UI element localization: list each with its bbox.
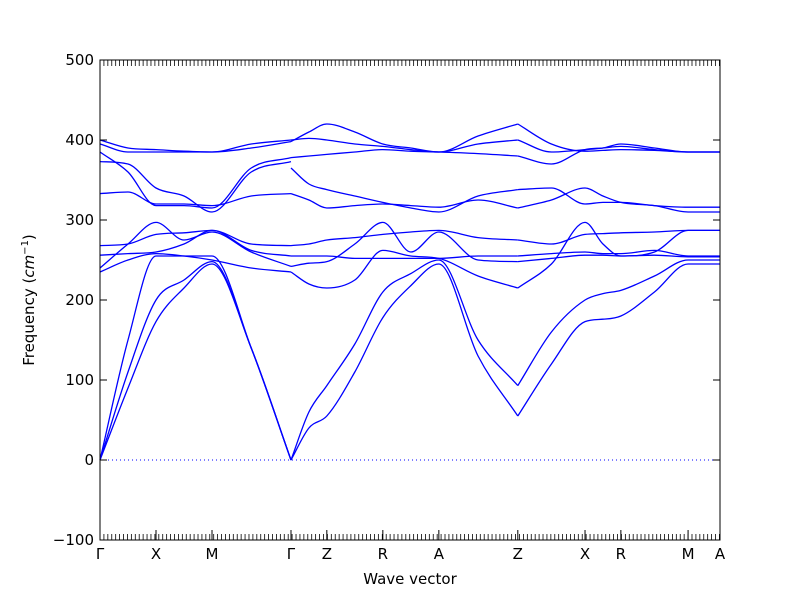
y-tick-label: 400 — [65, 131, 94, 149]
band-line-11 — [99, 139, 292, 153]
y-axis-label-main: Frequency ( — [20, 278, 38, 366]
band-line-14 — [290, 249, 518, 289]
kpoint-label: Γ — [287, 545, 296, 563]
band-line-16 — [290, 255, 518, 260]
y-tick-label: 0 — [84, 451, 94, 469]
band-line-5 — [99, 229, 292, 257]
band-line-21 — [290, 123, 518, 153]
x-axis-label: Wave vector — [363, 570, 457, 588]
kpoint-label: Z — [513, 545, 523, 563]
band-line-10 — [99, 140, 292, 153]
band-line-7 — [99, 191, 292, 207]
y-tick-label: 100 — [65, 371, 94, 389]
band-line-6 — [99, 229, 291, 247]
kpoint-label: A — [715, 545, 726, 563]
kpoint-label: R — [616, 545, 626, 563]
y-tick-label: 300 — [65, 211, 94, 229]
band-line-17 — [290, 229, 518, 247]
band-line-33 — [517, 123, 720, 153]
band-line-13 — [290, 259, 519, 461]
kpoint-label: X — [580, 545, 590, 563]
kpoint-label: Z — [322, 545, 332, 563]
kpoint-label: A — [434, 545, 445, 563]
bands-layer — [99, 123, 720, 461]
kpoint-label: R — [378, 545, 388, 563]
band-line-26 — [517, 254, 720, 263]
kpoint-label: Γ — [96, 545, 105, 563]
kpoint-label: X — [151, 545, 161, 563]
band-line-9 — [99, 151, 292, 209]
band-line-15 — [290, 221, 518, 268]
band-line-30 — [517, 187, 720, 208]
y-axis-label: Frequency (cm−1) — [20, 234, 38, 366]
band-line-27 — [517, 249, 720, 257]
y-axis-label-close: ) — [20, 234, 38, 240]
band-line-19 — [290, 167, 518, 213]
y-axis-label-unit: cm — [20, 255, 38, 278]
band-line-12 — [290, 263, 519, 461]
band-line-8 — [99, 160, 292, 213]
band-line-22 — [290, 137, 518, 153]
plot-background — [100, 60, 720, 540]
plot-frame — [99, 59, 721, 541]
band-line-20 — [290, 148, 518, 159]
band-line-24 — [517, 259, 720, 386]
kpoint-label: M — [206, 545, 219, 563]
y-tick-label: −100 — [53, 531, 94, 549]
y-tick-label: 200 — [65, 291, 94, 309]
minor-ticks-layer — [99, 60, 720, 540]
band-line-3 — [99, 252, 292, 273]
y-tick-label: 500 — [65, 51, 94, 69]
band-line-28 — [517, 229, 720, 245]
band-line-23 — [517, 263, 720, 417]
y-axis: −100 0 100 200 300 400 500 — [53, 51, 720, 549]
kpoint-label: M — [682, 545, 695, 563]
y-axis-label-exponent: −1 — [20, 240, 31, 255]
